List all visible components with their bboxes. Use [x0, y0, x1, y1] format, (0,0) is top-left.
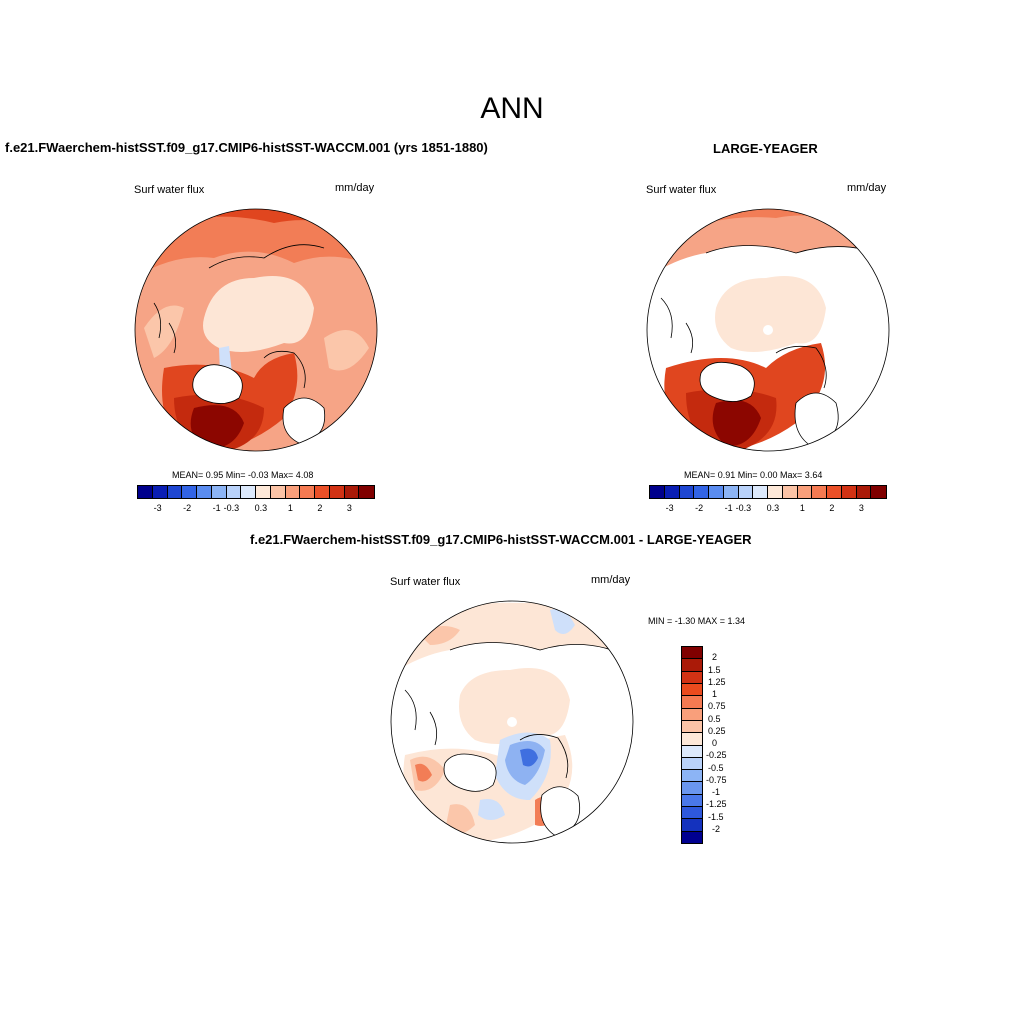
colorbar-segment [300, 486, 315, 498]
panel3-variable-label: Surf water flux [390, 576, 461, 588]
panel1-title: f.e21.FWaerchem-histSST.f09_g17.CMIP6-hi… [5, 140, 488, 155]
colorbar-segment [682, 745, 702, 758]
colorbar-tick-label: 3 [858, 503, 864, 513]
colorbar-segment [182, 486, 197, 498]
colorbar-segment [682, 683, 702, 697]
colorbar-tick-label: 2 [829, 503, 835, 513]
colorbar-segment [650, 486, 665, 498]
colorbar-segment [682, 733, 702, 746]
colorbar-segment [768, 486, 783, 498]
colorbar-segment [812, 486, 827, 498]
colorbar-segment [682, 807, 702, 820]
colorbar-tick-label: 0 [712, 738, 718, 748]
colorbar-segment [738, 486, 754, 498]
colorbar-tick-label: -3 [153, 503, 162, 513]
colorbar-tick-label: -1 [724, 503, 733, 513]
colorbar-segment [841, 486, 857, 498]
colorbar-tick-label: -1 [212, 503, 221, 513]
colorbar-segment [329, 486, 345, 498]
colorbar-tick-label: -2 [183, 503, 192, 513]
colorbar-tick-label: 1 [799, 503, 805, 513]
panel1-polar-map [134, 208, 378, 457]
colorbar-tick-label: 0.75 [708, 701, 726, 712]
colorbar-tick-label: -1.5 [708, 811, 724, 822]
colorbar-segment [682, 831, 702, 843]
panel2-variable-label: Surf water flux [646, 184, 717, 196]
colorbar-segment [709, 486, 724, 498]
colorbar-segment [197, 486, 212, 498]
colorbar-tick-label: -0.3 [223, 503, 240, 513]
colorbar-segment [694, 486, 709, 498]
colorbar-segment [753, 486, 768, 498]
colorbar-tick-label: 1.25 [708, 676, 726, 687]
colorbar-segment [226, 486, 242, 498]
colorbar-segment [359, 486, 374, 498]
colorbar-segment [682, 770, 702, 783]
panel3-colorbar [681, 646, 703, 844]
colorbar-segment [682, 819, 702, 832]
colorbar-segment [211, 486, 227, 498]
panel3-minmax: MIN = -1.30 MAX = 1.34 [648, 616, 746, 626]
panel2-units-label: mm/day [847, 182, 887, 194]
colorbar-segment [797, 486, 813, 498]
colorbar-tick-label: 1 [287, 503, 293, 513]
colorbar-segment [682, 782, 702, 795]
colorbar-tick-label: -1 [712, 787, 721, 797]
colorbar-segment [682, 671, 702, 684]
colorbar-tick-label: -0.3 [735, 503, 752, 513]
colorbar-segment [664, 486, 680, 498]
colorbar-segment [682, 794, 702, 808]
colorbar-segment [270, 486, 286, 498]
colorbar-tick-label: 2 [712, 652, 718, 663]
panel1-colorbar [137, 485, 375, 499]
panel3-polar-map [390, 600, 634, 849]
colorbar-segment [682, 720, 702, 734]
colorbar-tick-label: -1.25 [706, 799, 727, 810]
colorbar-segment [682, 647, 702, 660]
colorbar-tick-label: -0.25 [706, 750, 727, 761]
colorbar-tick-label: 0.3 [254, 503, 268, 513]
colorbar-segment [241, 486, 256, 498]
panel1-stats: MEAN= 0.95 Min= -0.03 Max= 4.08 [172, 470, 314, 480]
colorbar-segment [167, 486, 183, 498]
colorbar-segment [315, 486, 330, 498]
colorbar-segment [152, 486, 168, 498]
colorbar-segment [682, 708, 702, 721]
panel3-units-label: mm/day [591, 574, 631, 586]
colorbar-segment [256, 486, 271, 498]
main-title: ANN [480, 92, 544, 125]
colorbar-tick-label: 0.25 [708, 725, 726, 736]
panel2-title: LARGE-YEAGER [713, 141, 818, 156]
panel1-units-label: mm/day [335, 182, 375, 194]
colorbar-tick-label: -0.75 [706, 774, 727, 785]
colorbar-segment [856, 486, 872, 498]
colorbar-segment [682, 696, 702, 709]
colorbar-tick-label: -0.5 [708, 762, 724, 773]
colorbar-tick-label: 3 [346, 503, 352, 513]
colorbar-tick-label: 1 [712, 689, 718, 699]
colorbar-tick-label: -2 [712, 823, 721, 834]
colorbar-segment [682, 757, 702, 771]
colorbar-segment [138, 486, 153, 498]
colorbar-tick-label: -2 [695, 503, 704, 513]
colorbar-tick-label: 0.3 [766, 503, 780, 513]
colorbar-tick-label: -3 [665, 503, 674, 513]
panel2-polar-map [646, 208, 890, 457]
colorbar-segment [827, 486, 842, 498]
colorbar-tick-label: 0.5 [708, 713, 721, 724]
colorbar-segment [871, 486, 886, 498]
colorbar-tick-label: 1.5 [708, 664, 721, 675]
colorbar-segment [344, 486, 360, 498]
panel1-variable-label: Surf water flux [134, 184, 205, 196]
colorbar-segment [723, 486, 739, 498]
colorbar-tick-label: 2 [317, 503, 323, 513]
colorbar-segment [682, 659, 702, 672]
panel3-title: f.e21.FWaerchem-histSST.f09_g17.CMIP6-hi… [250, 532, 752, 547]
colorbar-segment [782, 486, 798, 498]
colorbar-segment [679, 486, 695, 498]
colorbar-segment [285, 486, 301, 498]
panel2-colorbar [649, 485, 887, 499]
panel2-stats: MEAN= 0.91 Min= 0.00 Max= 3.64 [684, 470, 823, 480]
